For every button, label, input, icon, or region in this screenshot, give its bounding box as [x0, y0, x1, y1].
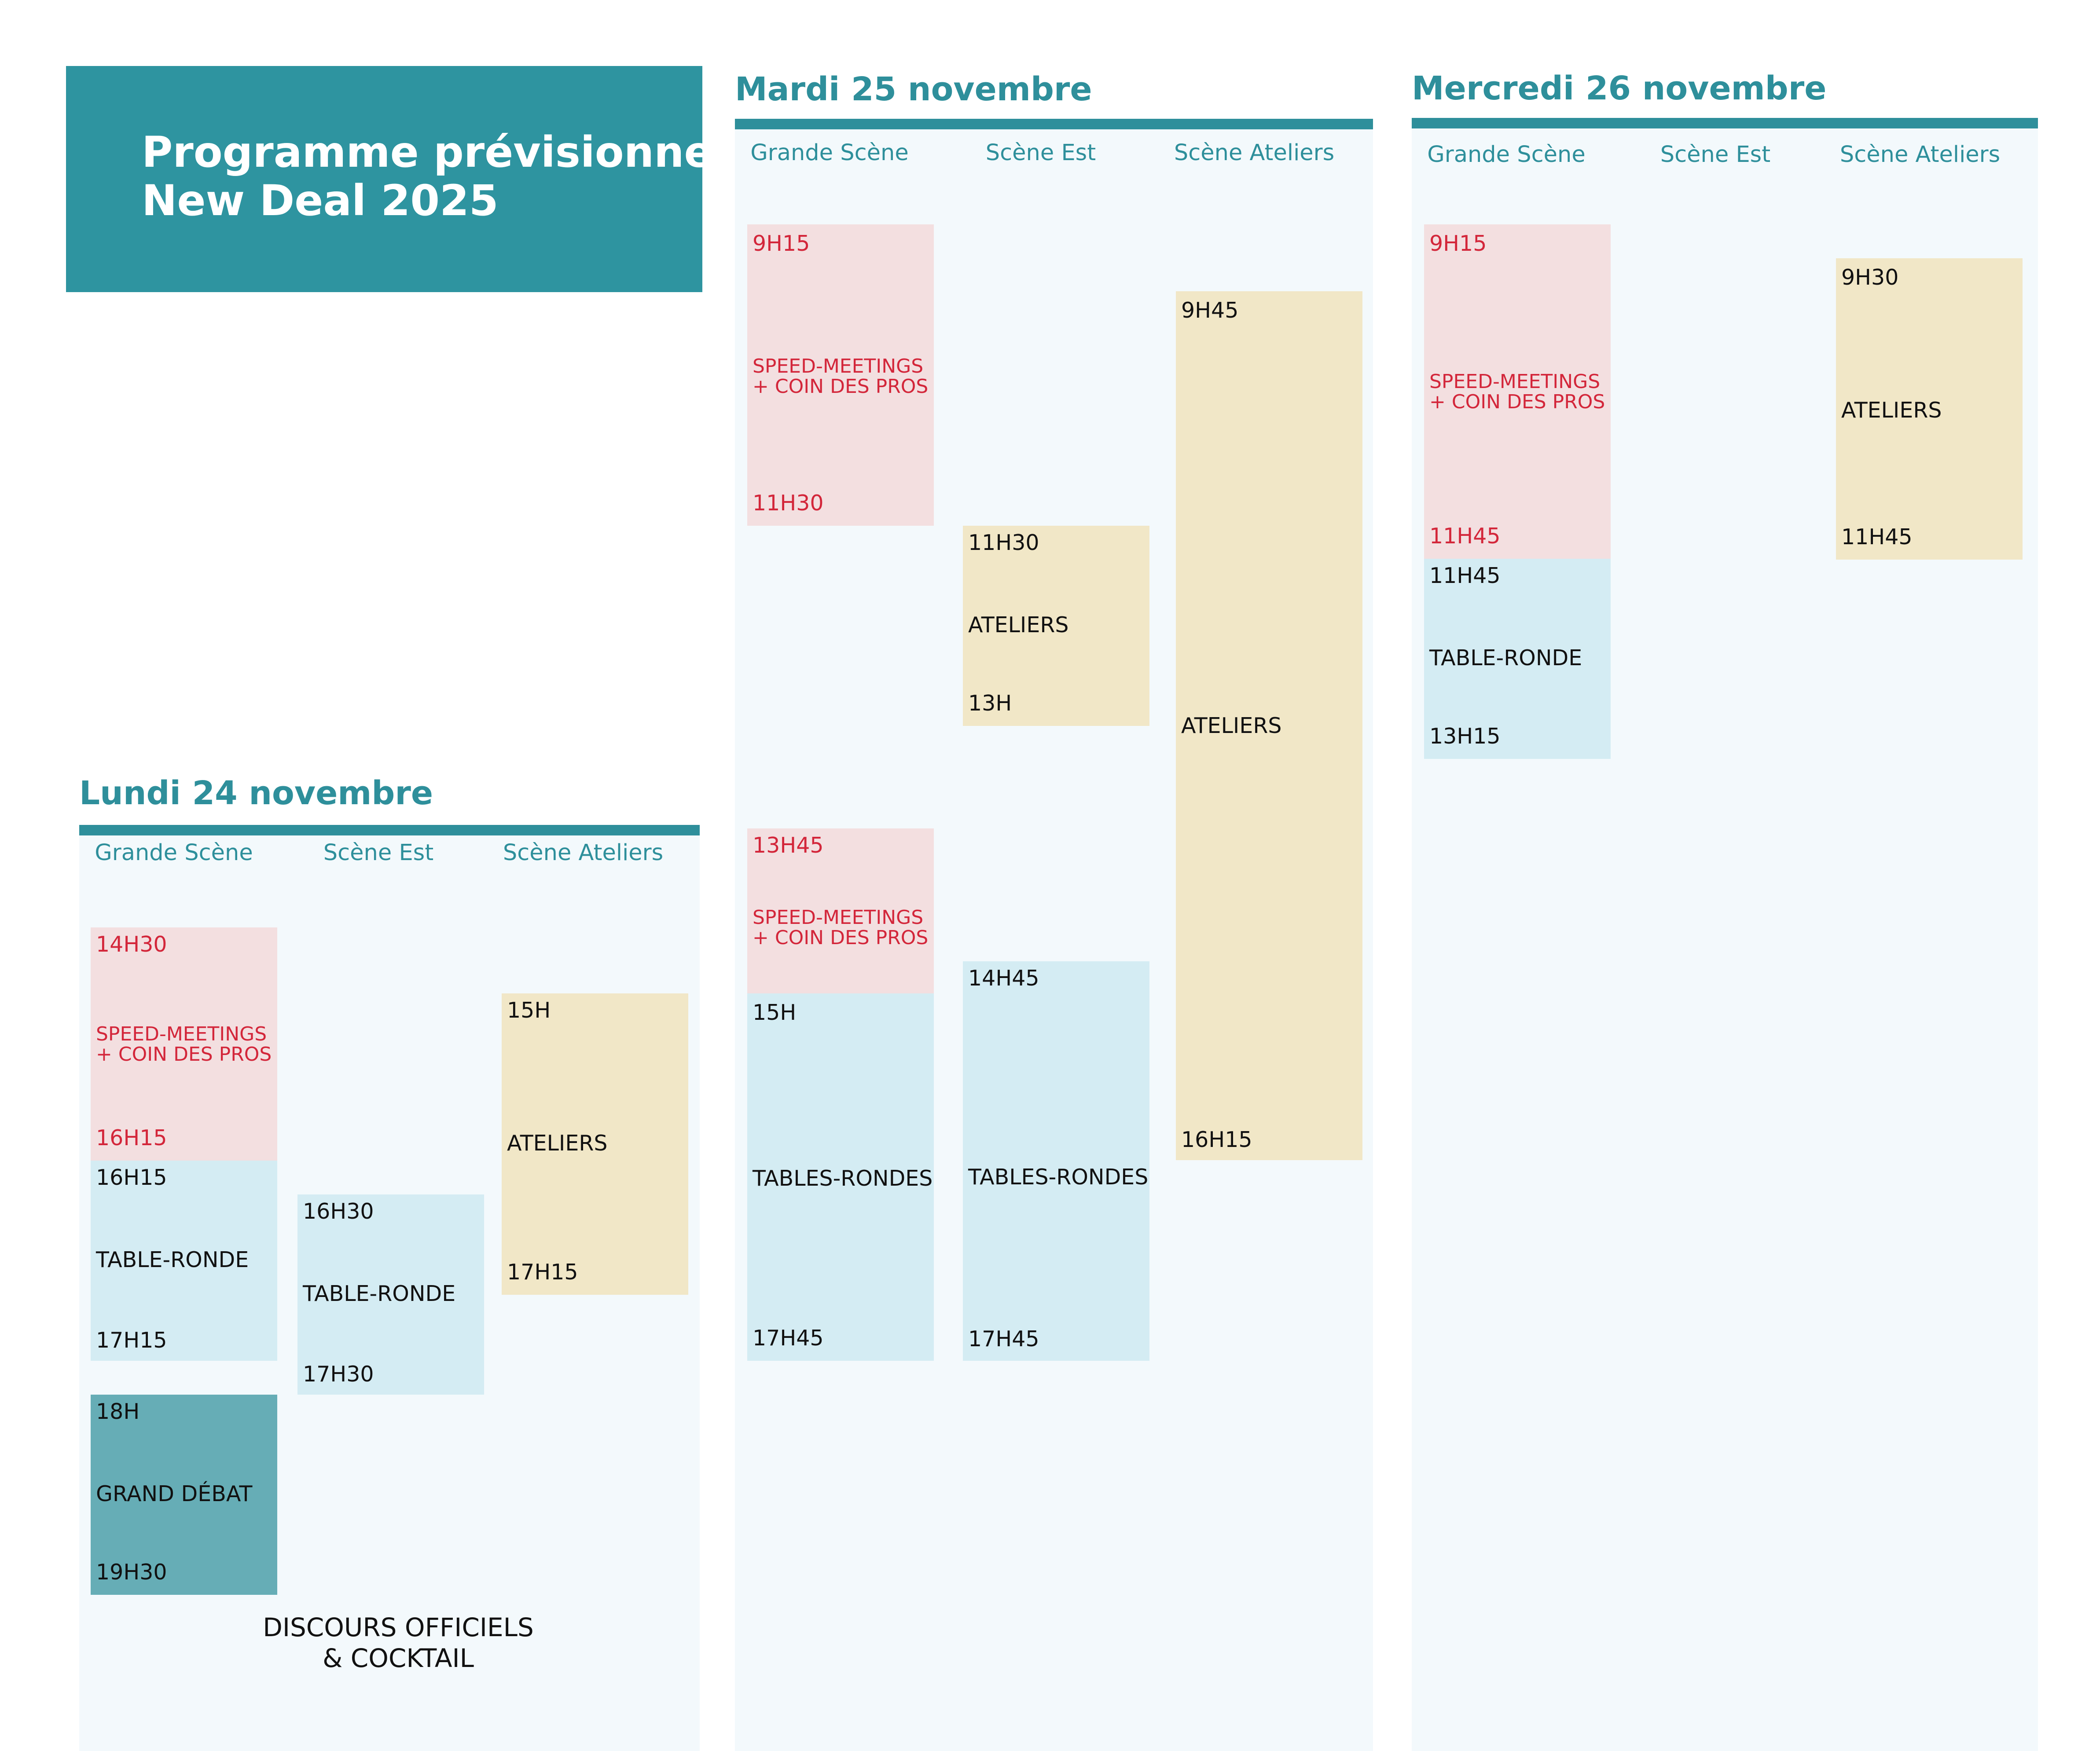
session-end-time: 11H45: [1429, 524, 1501, 549]
session-block-ateliers: 9H45 ATELIERS 16H15: [1176, 291, 1362, 1160]
programme-title-line2: New Deal 2025: [142, 176, 499, 225]
session-end-time: 13H15: [1429, 724, 1501, 749]
session-end-time: 17H30: [303, 1362, 374, 1387]
session-end-time: 16H15: [96, 1125, 167, 1150]
session-block-table-ronde: 16H30 TABLE-RONDE 17H30: [297, 1194, 484, 1395]
stage-header-scene-est: Scène Est: [1660, 142, 1771, 168]
session-label: TABLE-RONDE: [96, 1247, 249, 1272]
session-label: TABLE-RONDE: [303, 1281, 456, 1306]
session-end-time: 16H15: [1181, 1127, 1252, 1152]
closing-event-text: DISCOURS OFFICIELS & COCKTAIL: [263, 1612, 534, 1673]
session-start-time: 16H15: [96, 1165, 167, 1190]
session-block-table-ronde: 16H15 TABLE-RONDE 17H15: [91, 1161, 277, 1361]
session-end-time: 17H45: [968, 1326, 1039, 1352]
session-start-time: 15H: [753, 1000, 797, 1025]
session-label: TABLE-RONDE: [1429, 645, 1582, 670]
stage-header-scene-ateliers: Scène Ateliers: [503, 840, 664, 866]
session-label: GRAND DÉBAT: [96, 1481, 253, 1506]
session-end-time: 11H30: [753, 491, 824, 516]
day-title-mercredi: Mercredi 26 novembre: [1412, 70, 1827, 107]
session-block-tables-rondes: 14H45 TABLES-RONDES 17H45: [963, 961, 1149, 1361]
session-start-time: 9H30: [1841, 265, 1899, 290]
session-label: ATELIERS: [1841, 398, 1942, 423]
session-start-time: 16H30: [303, 1199, 374, 1224]
session-label: ATELIERS: [507, 1131, 608, 1156]
session-label: SPEED-MEETINGS + COIN DES PROS: [1429, 370, 1605, 414]
session-start-time: 9H45: [1181, 298, 1239, 323]
session-block-ateliers: 9H30 ATELIERS 11H45: [1836, 258, 2023, 560]
day-divider-mercredi: [1412, 118, 2038, 128]
session-block-speed-meetings: 13H45 SPEED-MEETINGS + COIN DES PROS: [747, 828, 934, 993]
session-end-time: 17H15: [96, 1328, 167, 1353]
stage-header-scene-ateliers: Scène Ateliers: [1839, 142, 2001, 168]
session-block-ateliers: 15H ATELIERS 17H15: [502, 993, 688, 1295]
session-start-time: 14H30: [96, 932, 167, 957]
session-start-time: 11H30: [968, 530, 1039, 555]
session-block-tables-rondes: 15H TABLES-RONDES 17H45: [747, 993, 934, 1361]
session-block-table-ronde: 11H45 TABLE-RONDE 13H15: [1424, 559, 1611, 759]
session-start-time: 14H45: [968, 966, 1039, 991]
day-title-lundi: Lundi 24 novembre: [79, 774, 433, 812]
session-label: SPEED-MEETINGS + COIN DES PROS: [753, 355, 929, 398]
session-label: TABLES-RONDES: [753, 1166, 933, 1191]
session-end-time: 17H15: [507, 1260, 578, 1285]
session-label: TABLES-RONDES: [968, 1165, 1149, 1190]
session-label: ATELIERS: [1181, 713, 1282, 738]
stage-header-scene-ateliers: Scène Ateliers: [1174, 140, 1335, 166]
session-start-time: 9H15: [1429, 231, 1487, 256]
programme-title-line1: Programme prévisionnel: [142, 128, 727, 177]
session-start-time: 15H: [507, 998, 551, 1023]
day-divider-mardi: [735, 119, 1373, 129]
session-block-speed-meetings: 14H30 SPEED-MEETINGS + COIN DES PROS 16H…: [91, 927, 277, 1161]
stage-header-scene-est: Scène Est: [323, 840, 434, 866]
stage-header-grande-scene: Grande Scène: [750, 140, 909, 166]
session-label: SPEED-MEETINGS + COIN DES PROS: [96, 1023, 272, 1066]
session-end-time: 19H30: [96, 1560, 167, 1585]
session-end-time: 11H45: [1841, 524, 1913, 549]
session-label: SPEED-MEETINGS + COIN DES PROS: [753, 906, 929, 949]
session-block-speed-meetings: 9H15 SPEED-MEETINGS + COIN DES PROS 11H4…: [1424, 224, 1611, 559]
session-block-ateliers: 11H30 ATELIERS 13H: [963, 526, 1149, 726]
session-block-speed-meetings: 9H15 SPEED-MEETINGS + COIN DES PROS 11H3…: [747, 224, 934, 526]
session-label: ATELIERS: [968, 612, 1069, 637]
session-start-time: 18H: [96, 1399, 140, 1424]
stage-header-grande-scene: Grande Scène: [1427, 142, 1586, 168]
session-end-time: 17H45: [753, 1326, 824, 1351]
session-start-time: 13H45: [753, 833, 824, 858]
session-block-grand-debat: 18H GRAND DÉBAT 19H30: [91, 1395, 277, 1595]
session-start-time: 11H45: [1429, 563, 1501, 588]
programme-title-box: Programme prévisionnel New Deal 2025: [66, 66, 727, 292]
stage-header-scene-est: Scène Est: [985, 140, 1096, 166]
stage-header-grande-scene: Grande Scène: [95, 840, 253, 866]
session-end-time: 13H: [968, 691, 1012, 716]
session-start-time: 9H15: [753, 231, 810, 256]
day-divider-lundi: [79, 825, 700, 835]
day-title-mardi: Mardi 25 novembre: [735, 70, 1092, 108]
